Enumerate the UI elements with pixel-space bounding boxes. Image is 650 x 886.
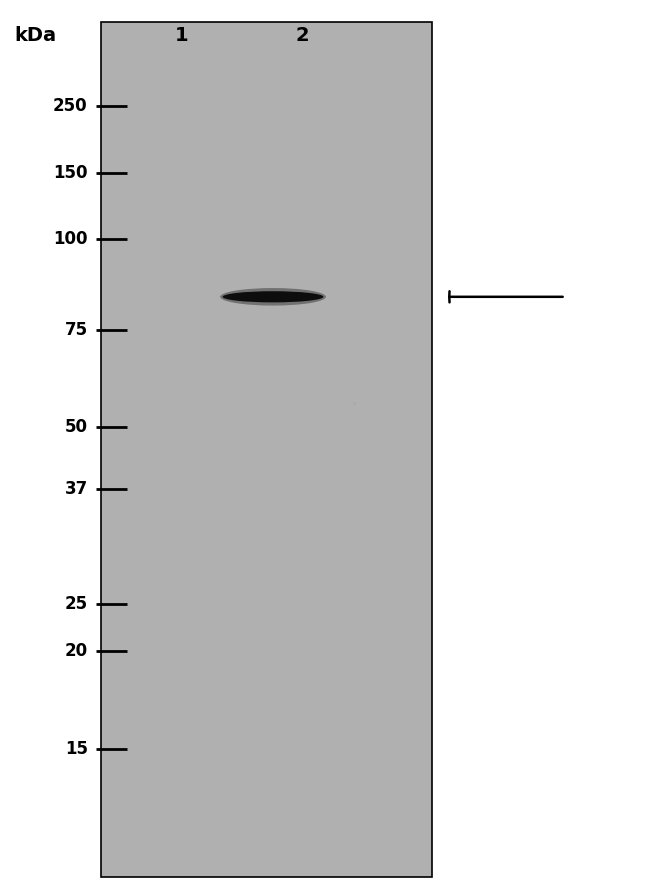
Text: 20: 20 [64, 642, 88, 660]
Text: 37: 37 [64, 480, 88, 498]
Text: 150: 150 [53, 164, 88, 182]
Ellipse shape [222, 291, 324, 302]
Text: kDa: kDa [15, 26, 57, 45]
Text: 2: 2 [296, 26, 309, 45]
Text: 100: 100 [53, 230, 88, 248]
Text: 1: 1 [176, 26, 188, 45]
Text: 50: 50 [65, 418, 88, 436]
Text: 15: 15 [65, 740, 88, 758]
Text: 25: 25 [64, 595, 88, 613]
Text: 75: 75 [64, 321, 88, 338]
Text: 250: 250 [53, 97, 88, 115]
Ellipse shape [220, 288, 326, 306]
Bar [101, 22, 432, 877]
